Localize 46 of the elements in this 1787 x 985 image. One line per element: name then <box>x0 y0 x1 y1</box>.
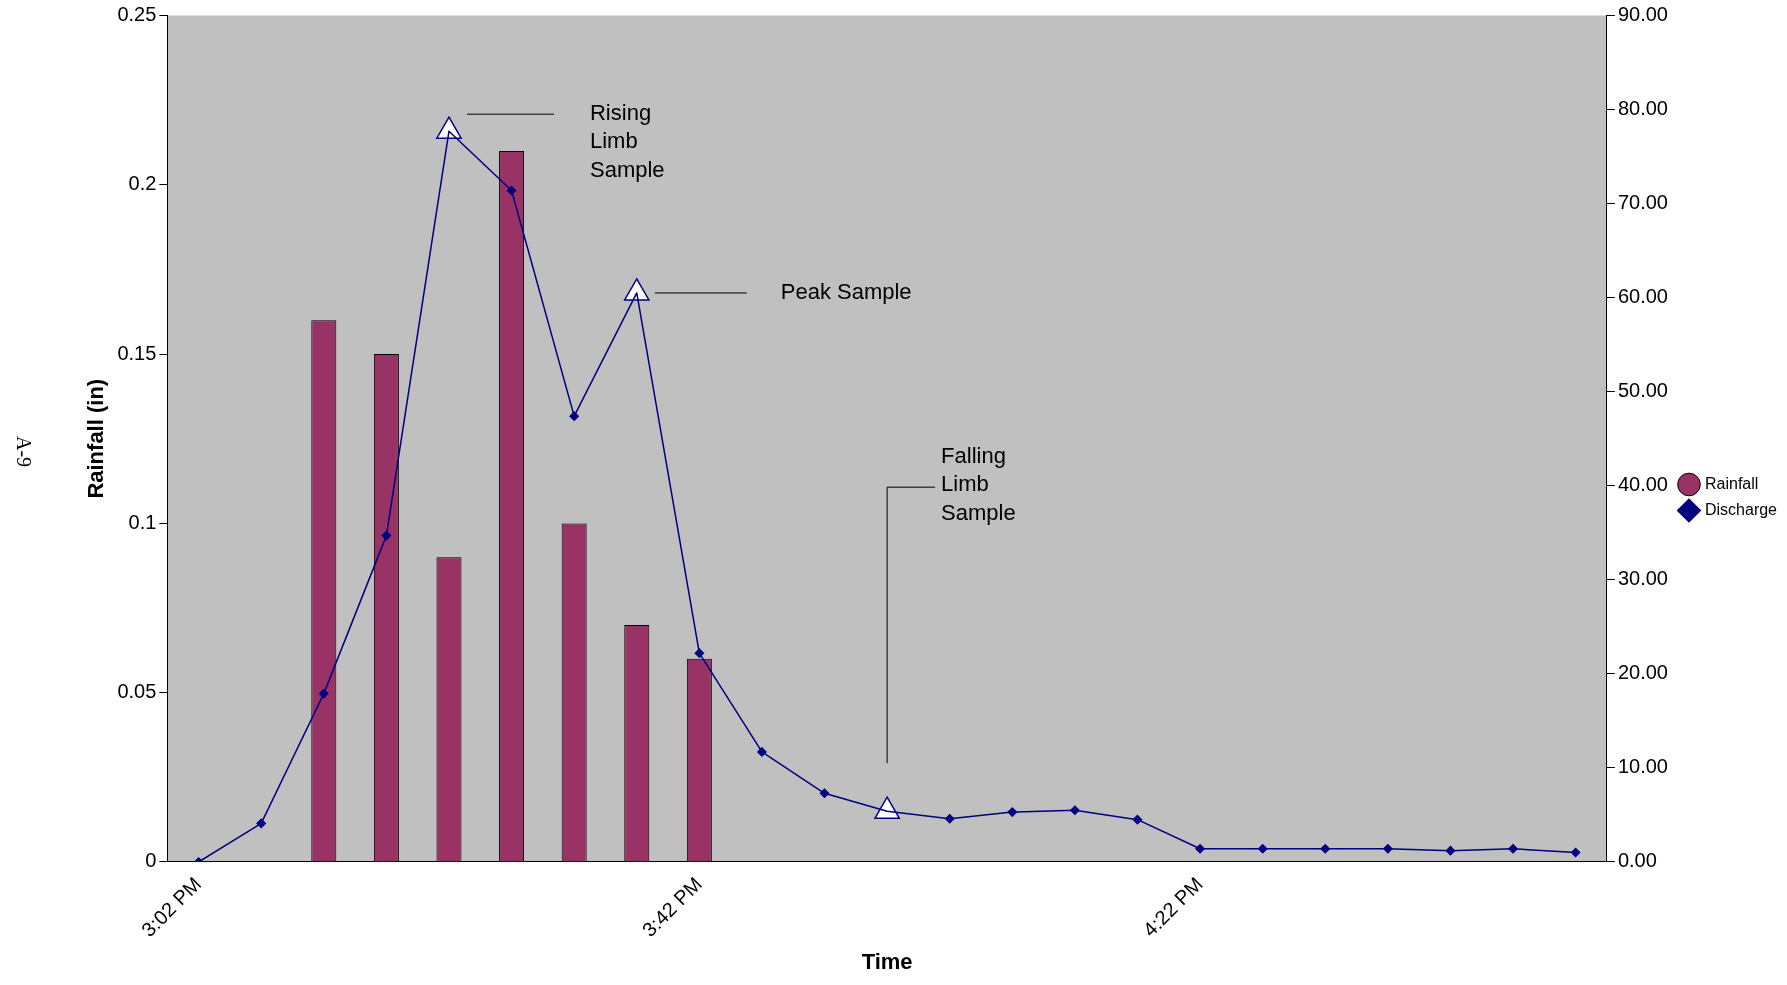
y2-tick-label: 40.00 <box>1617 473 1668 496</box>
y-tick-label: 0.2 <box>128 172 157 195</box>
point <box>944 813 955 824</box>
point <box>319 688 329 699</box>
point <box>757 747 767 757</box>
y2-tick-label: 20.00 <box>1617 661 1668 684</box>
x-tick-label: 3:42 PM <box>637 872 707 941</box>
y2-tick-label: 30.00 <box>1617 567 1668 590</box>
y2-tick-label: 50.00 <box>1617 379 1668 402</box>
point <box>1007 807 1018 817</box>
point <box>1383 844 1393 854</box>
legend-label: Discharge <box>1704 500 1778 518</box>
y-tick-label: 0 <box>145 849 157 872</box>
point <box>569 411 579 421</box>
point <box>506 185 517 196</box>
y2-tick-label: 0.00 <box>1617 849 1657 872</box>
y2-tick-label: 60.00 <box>1617 285 1668 308</box>
point <box>1132 814 1143 825</box>
y-tick-label: 0.1 <box>128 510 157 533</box>
text: A-9 <box>12 435 36 468</box>
point <box>1070 805 1080 815</box>
annotation: Peak Sample <box>780 279 912 305</box>
annotation: Rising Limb Sample <box>589 100 665 183</box>
point <box>1257 844 1268 854</box>
y-tick-label: 0.25 <box>117 3 157 26</box>
x-tick-label: 3:02 PM <box>137 872 206 941</box>
point <box>694 648 705 658</box>
point <box>256 818 266 829</box>
point <box>1320 844 1331 854</box>
y2-tick-label: 80.00 <box>1617 97 1668 120</box>
y-axis-title: Rainfall (in) <box>83 378 109 499</box>
x-axis-title: Time <box>861 948 913 974</box>
y2-tick-label: 70.00 <box>1617 191 1668 214</box>
x-tick-label: 4:22 PM <box>1138 872 1207 941</box>
annotation: Falling Limb Sample <box>941 443 1016 526</box>
point <box>819 788 830 799</box>
y-tick-label: 0.15 <box>117 341 157 364</box>
y2-tick-label: 10.00 <box>1617 755 1668 778</box>
point <box>1508 844 1518 854</box>
y-tick-label: 0.05 <box>117 680 157 703</box>
point <box>1195 844 1205 854</box>
point <box>1445 845 1456 856</box>
point <box>381 530 392 541</box>
point <box>1570 847 1581 858</box>
y2-tick-label: 90.00 <box>1617 3 1668 26</box>
legend-label: Rainfall <box>1704 474 1759 492</box>
